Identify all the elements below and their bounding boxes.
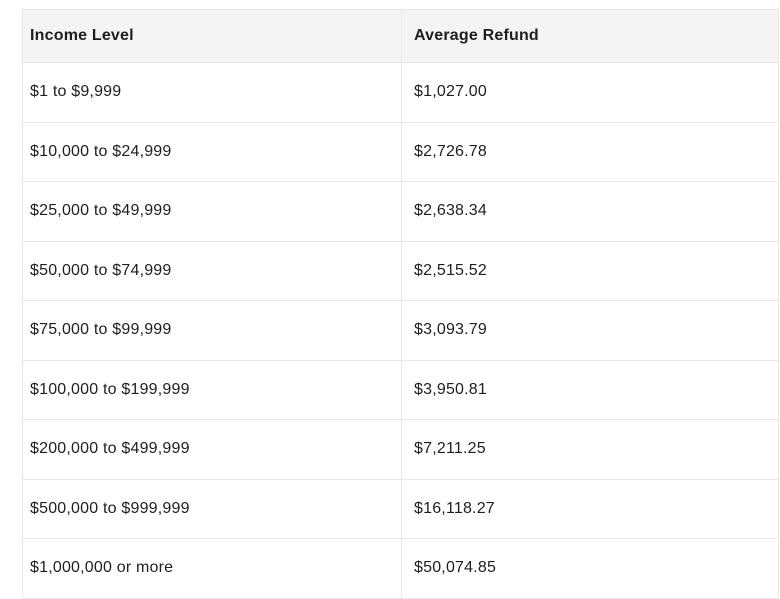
column-header-average-refund: Average Refund — [401, 9, 779, 63]
income-level-cell: $100,000 to $199,999 — [22, 359, 402, 420]
income-level-cell: $200,000 to $499,999 — [22, 419, 402, 480]
average-refund-cell: $7,211.25 — [401, 419, 779, 480]
table-row: $75,000 to $99,999 $3,093.79 — [22, 300, 779, 361]
table-header: Income Level Average Refund — [22, 9, 779, 63]
table-body: $1 to $9,999 $1,027.00 $10,000 to $24,99… — [22, 62, 779, 599]
table-row: $50,000 to $74,999 $2,515.52 — [22, 240, 779, 301]
table-row: $100,000 to $199,999 $3,950.81 — [22, 359, 779, 420]
table-row: $1 to $9,999 $1,027.00 — [22, 62, 779, 123]
income-level-cell: $1,000,000 or more — [22, 538, 402, 599]
average-refund-cell: $2,638.34 — [401, 181, 779, 242]
income-level-cell: $10,000 to $24,999 — [22, 121, 402, 182]
column-header-income-level: Income Level — [22, 9, 402, 63]
average-refund-table: Income Level Average Refund $1 to $9,999… — [22, 9, 779, 599]
average-refund-cell: $16,118.27 — [401, 478, 779, 539]
income-level-cell: $50,000 to $74,999 — [22, 240, 402, 301]
income-level-cell: $500,000 to $999,999 — [22, 478, 402, 539]
average-refund-cell: $1,027.00 — [401, 62, 779, 123]
table-row: $1,000,000 or more $50,074.85 — [22, 538, 779, 599]
average-refund-cell: $2,726.78 — [401, 121, 779, 182]
income-level-cell: $75,000 to $99,999 — [22, 300, 402, 361]
average-refund-cell: $3,950.81 — [401, 359, 779, 420]
table-row: $25,000 to $49,999 $2,638.34 — [22, 181, 779, 242]
table-row: $200,000 to $499,999 $7,211.25 — [22, 419, 779, 480]
average-refund-cell: $3,093.79 — [401, 300, 779, 361]
income-level-cell: $1 to $9,999 — [22, 62, 402, 123]
table-row: $500,000 to $999,999 $16,118.27 — [22, 478, 779, 539]
average-refund-cell: $2,515.52 — [401, 240, 779, 301]
table-row: $10,000 to $24,999 $2,726.78 — [22, 121, 779, 182]
header-row: Income Level Average Refund — [22, 9, 779, 63]
average-refund-cell: $50,074.85 — [401, 538, 779, 599]
income-level-cell: $25,000 to $49,999 — [22, 181, 402, 242]
